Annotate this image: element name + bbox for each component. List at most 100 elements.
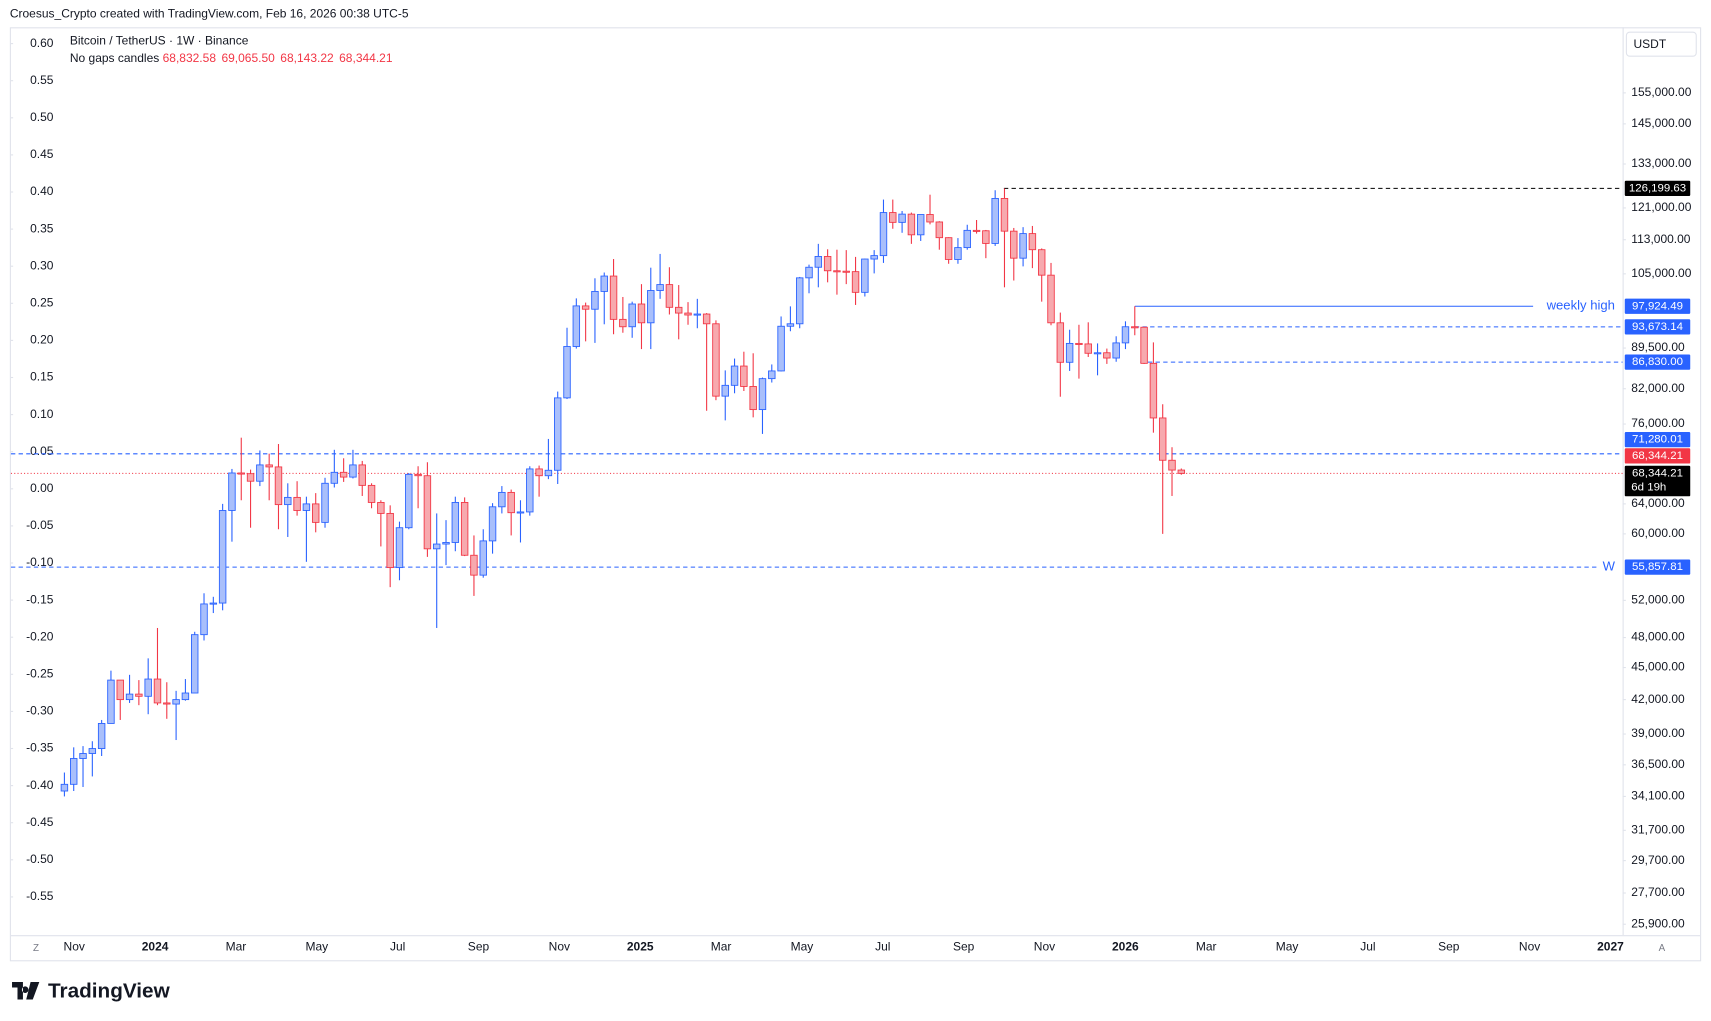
tradingview-logo-icon — [12, 982, 40, 1000]
candle-body — [60, 783, 69, 792]
candle-body — [721, 384, 729, 397]
candle-body — [954, 247, 962, 260]
candle-body — [730, 365, 739, 386]
candle-body — [349, 464, 357, 478]
y-tick-label: 89,500.00 — [1631, 340, 1685, 354]
currency[interactable]: USDT — [1633, 37, 1666, 51]
x-tick-label: 2026 — [1112, 939, 1139, 953]
candle-body — [749, 386, 757, 411]
y-tick-label: 42,000.00 — [1631, 692, 1685, 706]
candle-body — [768, 370, 776, 380]
candle-body — [181, 692, 190, 701]
y2-tick-label: 0.45 — [30, 147, 54, 161]
y2-tick-label: 0.30 — [30, 258, 54, 272]
currency-button[interactable] — [1625, 31, 1697, 57]
candle-body — [944, 237, 953, 260]
candle-body — [1084, 343, 1092, 354]
level-label: 71,280.01 — [1632, 434, 1683, 446]
y2-tick-label: -0.45 — [26, 815, 54, 829]
candle-body — [256, 464, 264, 482]
candle-body — [116, 679, 124, 701]
candle-body — [144, 678, 152, 697]
x-tick-label: 2027 — [1597, 939, 1624, 953]
candle-body — [600, 275, 608, 292]
candle-body — [377, 501, 385, 514]
y2-tick-label: 0.35 — [30, 221, 54, 235]
candle-body — [563, 346, 571, 399]
candle-body — [693, 313, 702, 316]
level-label-box — [1624, 432, 1691, 448]
y-tick-label: 25,900.00 — [1631, 916, 1685, 930]
z-button[interactable]: Z — [33, 943, 39, 954]
candle-body — [656, 284, 664, 291]
candle-body — [451, 501, 460, 543]
y2-tick-label: 0.15 — [30, 370, 54, 384]
y-tick-label: 113,000.00 — [1631, 232, 1690, 246]
x-tick-label: Jul — [1360, 939, 1375, 953]
candle-body — [870, 255, 878, 260]
level-label: 68,344.21 — [1632, 450, 1683, 462]
candle-body — [861, 258, 869, 293]
candle-body — [1019, 233, 1027, 259]
x-tick-label: May — [1276, 939, 1299, 953]
level-text: weekly high — [1546, 298, 1615, 313]
y-tick-label: 34,100.00 — [1631, 789, 1685, 803]
level-text: W — [1603, 559, 1616, 574]
candle-body — [479, 540, 487, 576]
x-tick-label: Mar — [1196, 939, 1217, 953]
candle-body — [1112, 342, 1120, 359]
candle-body — [702, 313, 711, 325]
candle-body — [70, 758, 78, 785]
y2-tick-label: 0.25 — [30, 295, 54, 309]
candle-body — [284, 496, 292, 506]
header-value: 68,143.22 — [280, 51, 334, 65]
level-label: 97,924.49 — [1632, 300, 1683, 312]
candle-body — [135, 693, 143, 697]
candle-body — [293, 496, 301, 511]
candle-body — [982, 230, 990, 244]
y2-tick-label: -0.35 — [26, 741, 54, 755]
candle-body — [907, 213, 916, 236]
candle-body — [302, 503, 311, 511]
candle-body — [609, 275, 618, 320]
candle-body — [405, 473, 413, 529]
candle-body — [972, 229, 981, 232]
candle-body — [1000, 197, 1009, 232]
x-tick-label: Mar — [711, 939, 732, 953]
auto-button[interactable]: A — [1659, 943, 1666, 954]
y2-tick-label: -0.50 — [26, 852, 54, 866]
candle-body — [442, 542, 450, 545]
y-tick-label: 36,500.00 — [1631, 757, 1685, 771]
candle-body — [1158, 417, 1167, 461]
x-tick-label: Jul — [390, 939, 405, 953]
candle-body — [619, 318, 627, 328]
candle-body — [423, 475, 432, 550]
y2-tick-label: -0.55 — [26, 889, 54, 903]
attribution: Croesus_Crypto created with TradingView.… — [10, 6, 409, 20]
y-tick-label: 82,000.00 — [1631, 381, 1685, 395]
symbol-title: Bitcoin / TetherUS · 1W · Binance — [70, 34, 249, 48]
x-tick-label: Mar — [226, 939, 247, 953]
candle-body — [1047, 274, 1055, 324]
candle-body — [1103, 352, 1111, 359]
current-price: 68,344.21 — [1632, 467, 1683, 479]
x-tick-label: May — [791, 939, 814, 953]
candle-body — [805, 266, 813, 279]
header-value: 69,065.50 — [221, 51, 275, 65]
candle-body — [991, 197, 999, 244]
level-label-box — [1624, 180, 1691, 197]
candle-body — [637, 303, 646, 324]
candle-body — [1131, 326, 1139, 329]
countdown: 6d 19h — [1631, 482, 1666, 494]
candle-body — [1121, 326, 1130, 344]
level-label-box — [1624, 559, 1691, 575]
logo: TradingView — [48, 979, 171, 1002]
y-tick-label: 76,000.00 — [1631, 416, 1685, 430]
y-tick-label: 60,000.00 — [1631, 526, 1685, 540]
y2-tick-label: 0.40 — [30, 184, 54, 198]
candle-body — [367, 484, 376, 503]
candle-body — [675, 306, 683, 314]
y2-tick-label: 0.20 — [30, 333, 54, 347]
candle-body — [554, 397, 562, 471]
